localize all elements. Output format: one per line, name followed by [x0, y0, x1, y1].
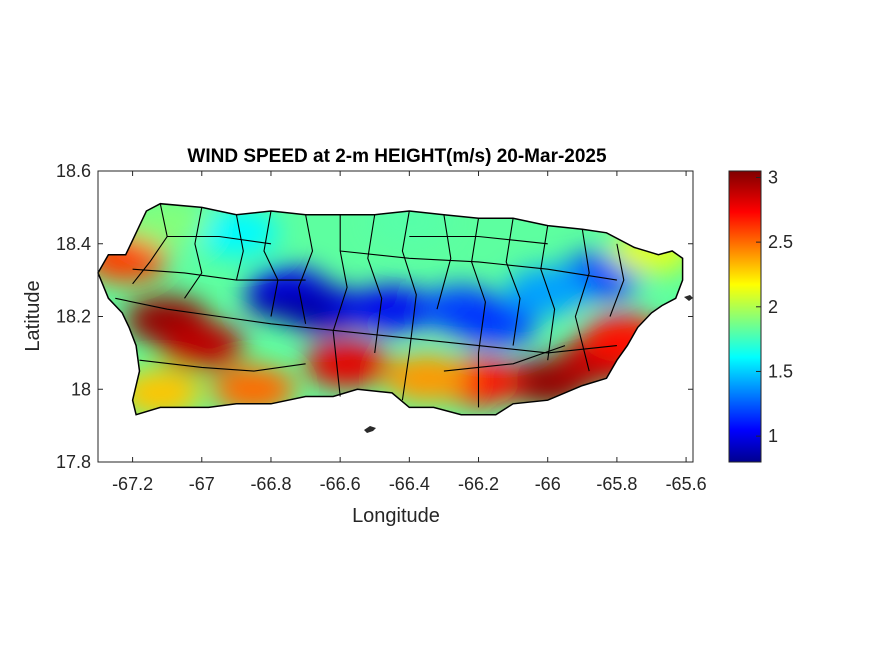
municipality-boundary [540, 225, 556, 361]
municipality-boundary [139, 359, 306, 372]
x-tick-label: -67.2 [112, 474, 153, 494]
east-islet [684, 295, 693, 301]
x-tick-label: -66.2 [458, 474, 499, 494]
municipality-boundary [332, 214, 348, 397]
municipality-boundary [609, 243, 625, 317]
municipality-boundary [401, 210, 417, 401]
x-tick-label: -66.4 [389, 474, 430, 494]
colorbar: 1 1.5 2 2.5 3 [728, 167, 793, 463]
colorbar-tick-label: 1 [768, 426, 778, 446]
field-core-1 [324, 291, 425, 320]
x-tick-label: -66.8 [250, 474, 291, 494]
colorbar-tick-label: 2.5 [768, 232, 793, 252]
x-axis-label: Longitude [352, 505, 440, 527]
municipality-boundary [132, 203, 168, 285]
y-tick-label: 17.8 [56, 452, 91, 472]
x-tick-label: -67 [189, 474, 215, 494]
municipality-boundary [340, 250, 617, 281]
municipality-boundary [167, 235, 272, 245]
municipality-boundary [132, 268, 306, 281]
municipality-boundaries [115, 203, 625, 408]
field-blob-6 [505, 267, 590, 316]
municipality-boundary [443, 345, 566, 372]
field-blob-13 [305, 339, 390, 388]
colorbar-gradient [728, 170, 762, 463]
municipality-boundary [574, 229, 590, 372]
chart-title: WIND SPEED at 2-m HEIGHT(m/s) 20-Mar-202… [187, 146, 607, 167]
municipality-boundary [436, 214, 452, 310]
x-tick-label: -65.6 [666, 474, 707, 494]
x-tick-label: -66.6 [320, 474, 361, 494]
municipality-boundary [184, 207, 203, 299]
colorbar-tick-label: 1.5 [768, 361, 793, 381]
x-tick-label: -66 [535, 474, 561, 494]
x-axis-ticks: -67.2 -67 -66.8 -66.6 -66.4 -66.2 -66 -65.8 -65.… [112, 171, 707, 494]
field-blob-15 [384, 354, 469, 403]
colorbar-tick-label: 2 [768, 297, 778, 317]
small-island [364, 426, 376, 433]
municipality-boundary [367, 214, 383, 353]
field-blob-16 [211, 365, 296, 414]
field-core-2 [444, 302, 513, 331]
y-tick-label: 18 [71, 379, 91, 399]
map-plot-area: -67.2 -67 -66.8 -66.6 -66.4 -66.2 -66 -65.8 -65.… [56, 161, 707, 494]
colorbar-ticks: 1 1.5 2 2.5 3 [756, 167, 793, 446]
field-blob-8 [159, 321, 244, 370]
y-tick-label: 18.2 [56, 307, 91, 327]
x-tick-label: -65.8 [596, 474, 637, 494]
y-tick-label: 18.4 [56, 234, 91, 254]
field-blob-17 [118, 368, 203, 415]
field-blob-18 [194, 208, 279, 257]
municipality-boundary [263, 210, 279, 317]
municipality-boundary [409, 235, 548, 245]
municipality-boundary [471, 218, 486, 408]
y-tick-label: 18.6 [56, 161, 91, 181]
municipality-boundary [298, 214, 314, 324]
municipality-boundary [235, 214, 244, 281]
y-axis-ticks: 17.8 18 18.2 18.4 18.6 [56, 161, 693, 472]
colorbar-tick-label: 3 [768, 167, 778, 187]
municipality-boundary [115, 297, 617, 354]
y-axis-label: Latitude [22, 280, 44, 351]
